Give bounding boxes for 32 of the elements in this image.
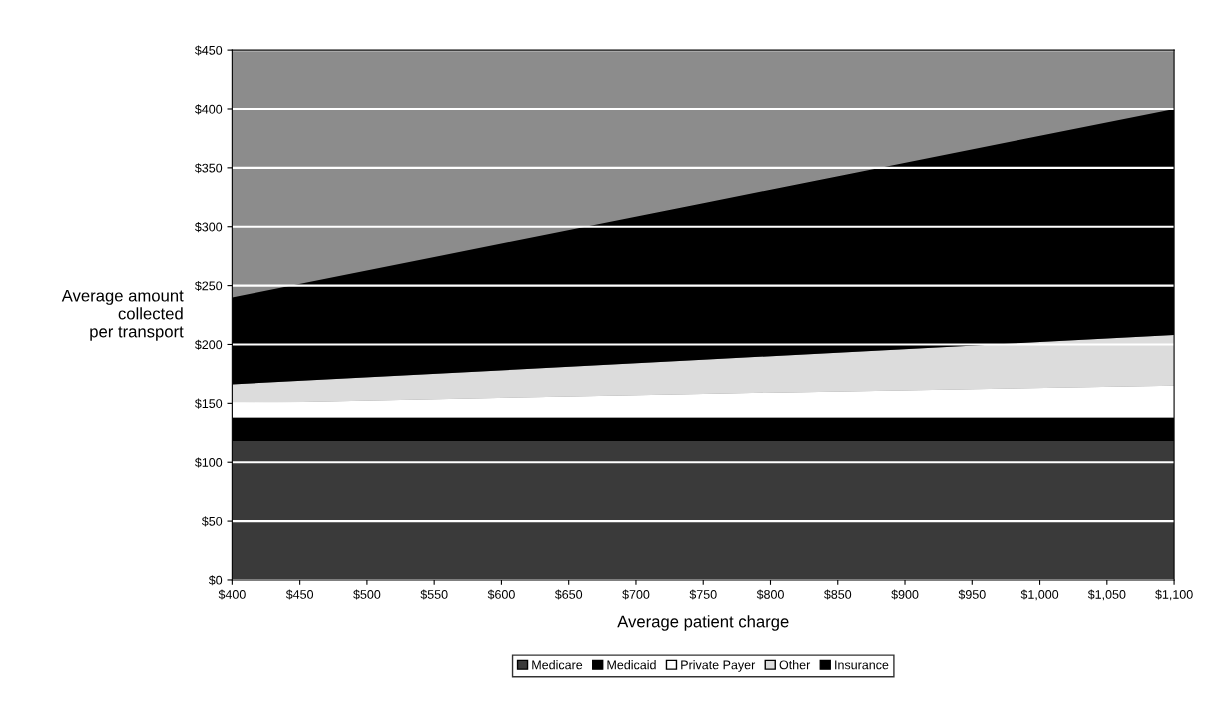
legend-label: Private Payer [681, 660, 756, 672]
x-tick-label: $600 [487, 589, 515, 600]
legend-label: Medicaid [607, 660, 656, 670]
y-tick-label: $0 [208, 575, 223, 586]
y-tick-label: $50 [201, 516, 223, 527]
x-tick-label: $800 [756, 589, 784, 600]
y-tick-label: $200 [194, 339, 223, 350]
x-tick-label: $950 [958, 589, 986, 600]
x-tick-label: $1,050 [1087, 589, 1126, 601]
y-tick-label: $400 [194, 104, 223, 115]
x-tick-label: $1,100 [1155, 589, 1193, 601]
x-axis-title: Average patient charge [617, 615, 789, 631]
x-tick-label: $750 [689, 589, 717, 600]
legend-label: Other [779, 660, 811, 670]
y-axis-title: Average amount collected per transport [61, 289, 184, 341]
legend-label: Medicare [532, 660, 583, 670]
x-tick-label: $400 [218, 589, 246, 600]
x-tick-label: $1,000 [1020, 589, 1059, 601]
legend-label: Insurance [835, 660, 889, 670]
x-tick-label: $450 [285, 589, 314, 600]
y-tick-label: $150 [194, 398, 223, 409]
y-tick-label: $100 [194, 457, 223, 468]
x-tick-label: $650 [554, 589, 583, 600]
y-tick-label: $300 [194, 222, 223, 233]
x-tick-label: $850 [823, 589, 852, 600]
x-tick-label: $500 [353, 589, 381, 600]
x-tick-label: $700 [622, 589, 650, 600]
y-tick-label: $450 [194, 45, 223, 56]
x-tick-label: $900 [891, 589, 919, 600]
y-tick-label: $250 [194, 280, 223, 291]
y-tick-label: $350 [194, 163, 223, 174]
x-tick-label: $550 [420, 589, 448, 600]
